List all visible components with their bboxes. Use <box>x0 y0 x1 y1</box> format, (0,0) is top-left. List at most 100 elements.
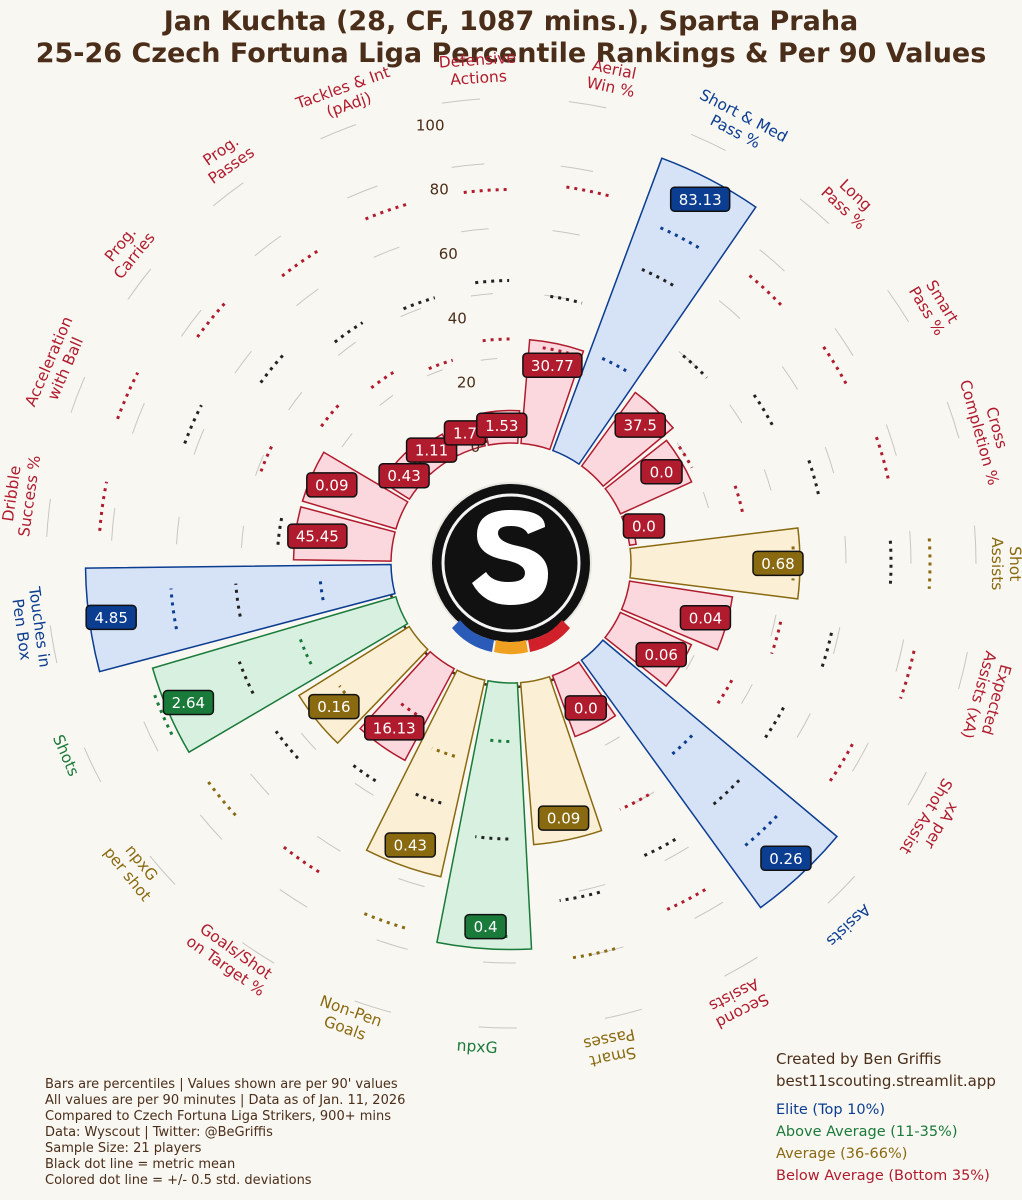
mean-dot-line <box>640 838 677 859</box>
grid-arc <box>337 341 356 357</box>
grid-arc <box>127 268 152 300</box>
grid-arc <box>729 404 743 424</box>
grid-arc <box>451 163 485 168</box>
note-line: Compared to Czech Fortuna Liga Strikers,… <box>45 1109 392 1124</box>
mean-dot-line <box>752 394 774 427</box>
credit-block: Created by Ben Griffis best11scouting.st… <box>776 1048 996 1092</box>
grid-arc <box>604 1008 643 1019</box>
std-dot-line <box>320 403 341 428</box>
radial-tick-label: 40 <box>448 309 467 327</box>
std-dot-line <box>927 538 932 589</box>
value-badge <box>405 437 458 463</box>
grid-arc <box>317 835 341 852</box>
value-badge <box>752 550 804 577</box>
note-line: Sample Size: 21 players <box>45 1141 202 1156</box>
std-dot-line <box>664 888 707 912</box>
std-dot-line <box>428 358 454 371</box>
grid-arc <box>376 939 408 950</box>
std-dot-line <box>733 485 745 514</box>
radial-tick-label: 0 <box>471 438 481 456</box>
value-label: 0.43 <box>394 837 427 855</box>
grid-arc <box>685 654 695 671</box>
percentile-bar <box>629 527 801 600</box>
value-label: 4.85 <box>94 609 127 627</box>
grid-arc <box>470 293 494 297</box>
grid-arc <box>143 721 159 752</box>
radial-tick-label: 20 <box>457 374 476 392</box>
grid-arc <box>832 627 841 655</box>
value-label: 0.09 <box>315 476 348 494</box>
grid-arc <box>442 98 481 104</box>
grid-arc <box>591 946 624 956</box>
note-line: Colored dot line = +/- 0.5 std. deviatio… <box>45 1173 312 1188</box>
grid-arc <box>724 956 758 977</box>
metric-label: Shots <box>49 732 83 779</box>
value-badge <box>537 805 590 831</box>
grid-arc <box>834 328 854 356</box>
percentile-bar <box>151 595 409 754</box>
grid-arc <box>718 300 741 319</box>
percentile-bar <box>620 580 734 651</box>
value-label: 0.26 <box>769 850 802 868</box>
reference-dot-lines <box>98 185 932 960</box>
std-dot-line <box>318 577 325 601</box>
value-badge <box>635 641 687 668</box>
legend-elite: Elite (Top 10%) <box>776 1102 886 1118</box>
value-badge <box>679 605 732 631</box>
value-label: 0.09 <box>547 810 580 828</box>
grid-arc <box>346 185 378 199</box>
std-dot-line <box>98 481 109 531</box>
mean-dot-line <box>819 632 833 672</box>
value-badge <box>464 913 507 940</box>
grid-arc <box>250 773 270 795</box>
mean-dot-line <box>762 706 785 741</box>
grid-arc <box>480 357 498 361</box>
metric-label: Assists <box>823 901 874 950</box>
std-dot-line <box>364 202 409 221</box>
note-line: Black dot line = metric mean <box>45 1157 236 1172</box>
mean-dot-line <box>807 459 821 498</box>
std-dot-line <box>827 743 854 785</box>
grid-arc <box>763 469 772 491</box>
value-badge <box>669 186 731 213</box>
radial-tick-label: 60 <box>439 245 458 263</box>
grid-arc <box>354 1000 392 1013</box>
metric-label: DribbleSuccess % <box>0 452 44 538</box>
grid-arc <box>288 391 303 411</box>
metric-label: AerialWin % <box>585 56 640 101</box>
grid-arc <box>296 288 319 307</box>
chart-title: Jan Kuchta (28, CF, 1087 mins.), Sparta … <box>0 6 1022 70</box>
metric-label-line: Actions <box>450 67 508 89</box>
metric-label: npxG <box>456 1036 498 1057</box>
std-dot-line <box>361 911 406 930</box>
legend-below-average: Below Average (Bottom 35%) <box>776 1168 990 1184</box>
std-dot-line <box>431 746 456 758</box>
grid-arc <box>49 625 58 664</box>
grid-arc <box>70 376 86 413</box>
grid-arc <box>398 878 425 888</box>
grid-arc <box>83 747 102 783</box>
metric-label: Touches inPen Box <box>7 585 54 671</box>
metric-label-line: Assists <box>988 537 1006 590</box>
note-line: Bars are percentiles | Values shown are … <box>45 1077 398 1092</box>
grid-arc <box>664 846 689 862</box>
std-dot-line <box>152 692 174 736</box>
legend-average: Average (36-66%) <box>776 1146 908 1162</box>
metric-label: Non-PenGoals <box>311 992 384 1048</box>
value-label: 0.4 <box>474 918 498 936</box>
grid-arc <box>320 124 357 140</box>
std-dot-line <box>770 621 783 655</box>
grid-arc <box>461 228 489 233</box>
std-dot-line <box>659 226 701 250</box>
value-label: 0.43 <box>387 467 420 485</box>
metric-label: Short & MedPass % <box>688 86 790 162</box>
grid-arc <box>46 498 51 537</box>
grid-arc <box>824 446 835 474</box>
std-dot-line <box>487 738 510 743</box>
mean-dot-line <box>402 296 436 311</box>
grid-arc <box>373 246 400 258</box>
grid-arc <box>741 684 753 704</box>
grid-arc <box>176 516 180 545</box>
value-badge <box>378 462 430 489</box>
